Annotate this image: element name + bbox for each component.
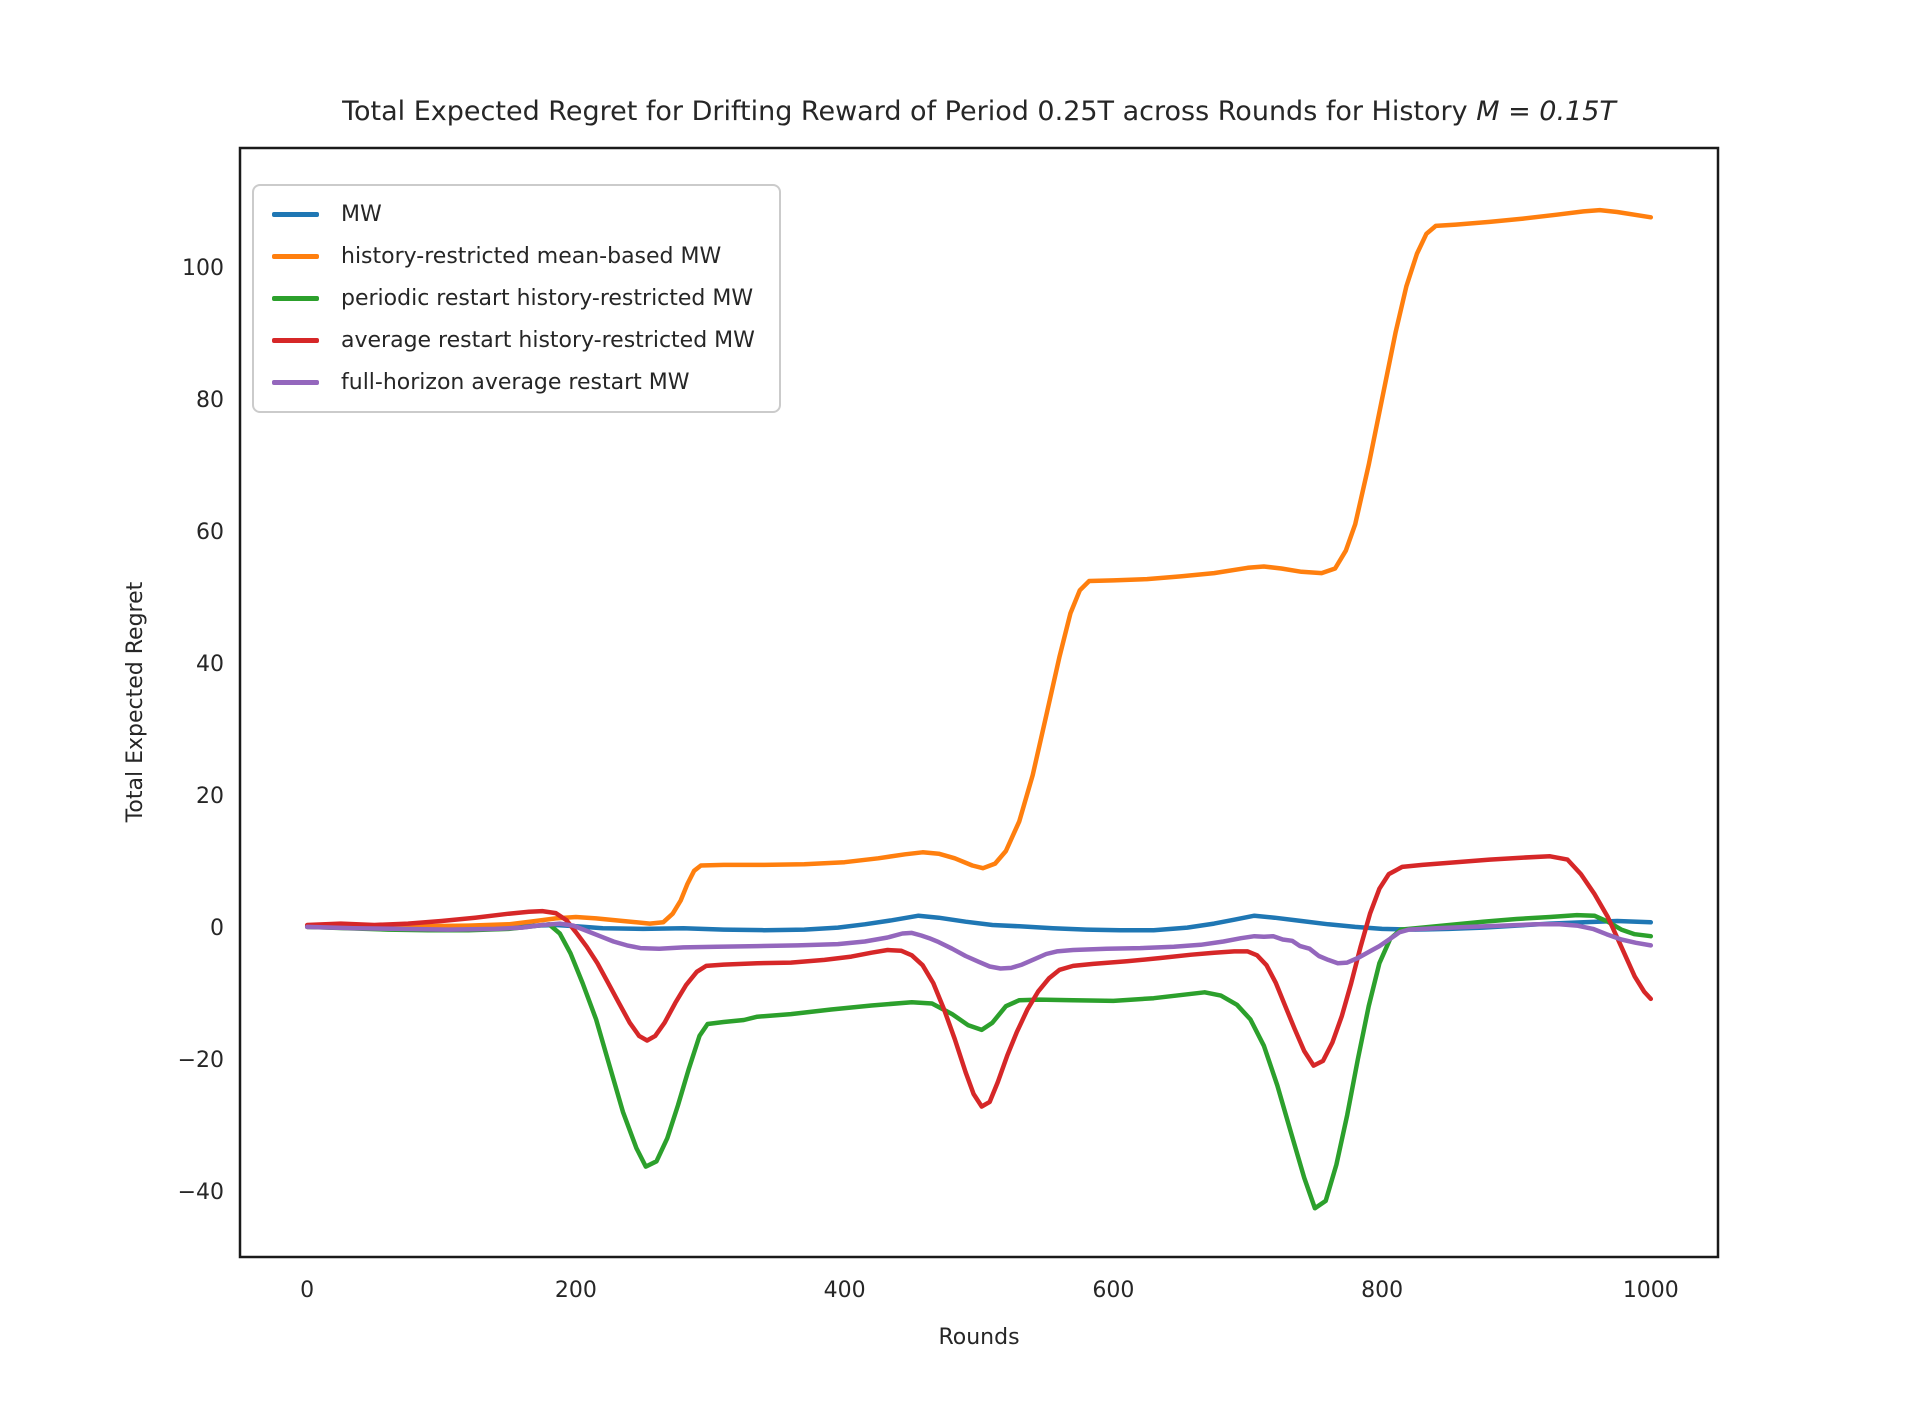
legend-item-4: full-horizon average restart MW <box>272 366 755 399</box>
y-tick-label: −40 <box>178 1180 224 1205</box>
x-tick-label: 400 <box>824 1278 866 1303</box>
chart-title: Total Expected Regret for Drifting Rewar… <box>240 96 1718 127</box>
y-tick-label: −20 <box>178 1048 224 1073</box>
series-line-1 <box>304 207 1654 930</box>
x-tick-label: 0 <box>300 1278 314 1303</box>
y-tick-label: 100 <box>182 256 224 281</box>
x-tick-label: 200 <box>555 1278 597 1303</box>
legend: MW history-restricted mean-based MW period… <box>252 184 781 413</box>
legend-item-0: MW <box>272 198 755 231</box>
y-tick-label: 40 <box>196 652 224 677</box>
legend-label: history-restricted mean-based MW <box>341 244 722 269</box>
legend-line-swatch <box>272 296 319 301</box>
legend-item-3: average restart history-restricted MW <box>272 324 755 357</box>
y-tick-label: 20 <box>196 784 224 809</box>
x-axis-label: Rounds <box>938 1325 1020 1350</box>
axes-frame <box>238 146 1720 1259</box>
legend-label: periodic restart history-restricted MW <box>341 286 754 311</box>
legend-label: full-horizon average restart MW <box>341 370 690 395</box>
legend-line-swatch <box>272 338 319 343</box>
legend-label: MW <box>341 202 382 227</box>
x-tick-label: 1000 <box>1623 1278 1679 1303</box>
y-tick-label: 80 <box>196 388 224 413</box>
series-line-3 <box>304 854 1654 1109</box>
legend-item-1: history-restricted mean-based MW <box>272 240 755 273</box>
series-line-2 <box>304 912 1654 1211</box>
x-tick-label: 800 <box>1361 1278 1403 1303</box>
y-tick-label: 0 <box>210 916 224 941</box>
legend-line-swatch <box>272 254 319 259</box>
legend-line-swatch <box>272 380 319 385</box>
chart-title-math: M = 0.15T <box>1476 96 1616 127</box>
legend-line-swatch <box>272 212 319 217</box>
series-line-4 <box>304 921 1654 971</box>
legend-label: average restart history-restricted MW <box>341 328 755 353</box>
y-tick-label: 60 <box>196 520 224 545</box>
y-axis-label: Total Expected Regret <box>123 581 148 823</box>
x-tick-label: 600 <box>1092 1278 1134 1303</box>
legend-item-2: periodic restart history-restricted MW <box>272 282 755 315</box>
chart-title-text: Total Expected Regret for Drifting Rewar… <box>342 96 1477 127</box>
